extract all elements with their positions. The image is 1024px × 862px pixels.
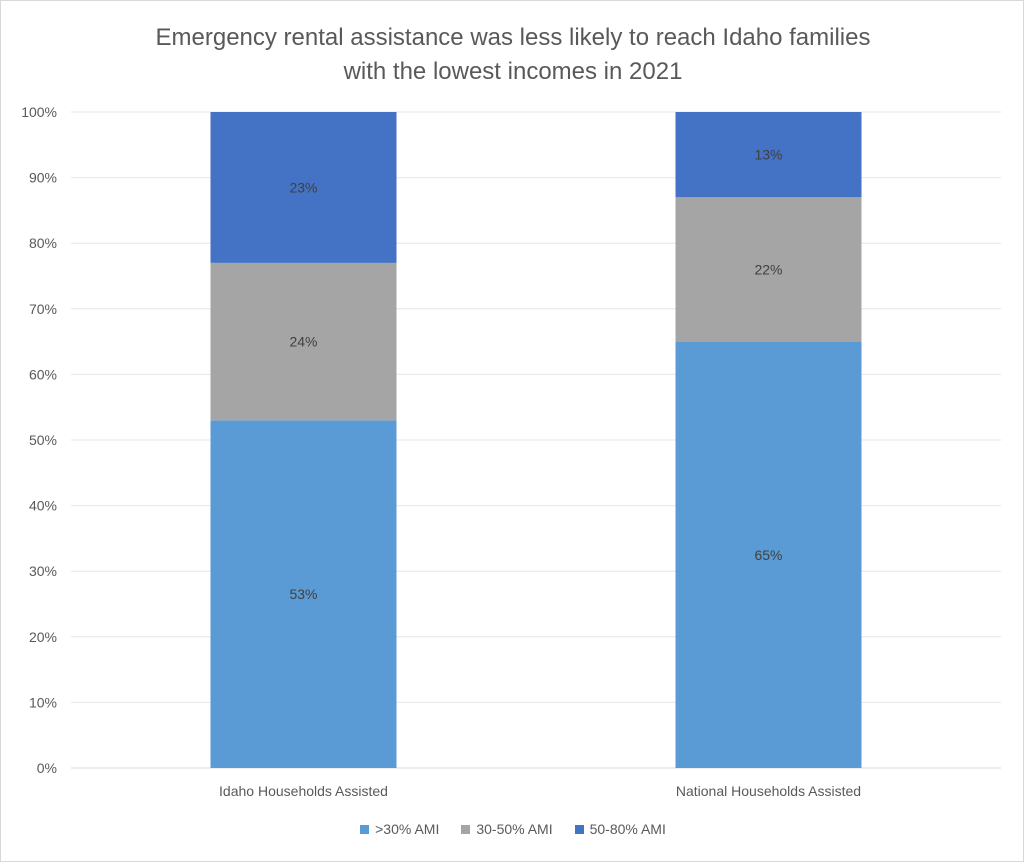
- y-tick-label: 50%: [29, 432, 57, 448]
- x-tick-label: Idaho Households Assisted: [219, 783, 388, 799]
- y-tick-label: 40%: [29, 498, 57, 514]
- data-label: 22%: [754, 261, 782, 277]
- bar-segment: [210, 262, 397, 421]
- y-tick-label: 60%: [29, 366, 57, 382]
- legend-label: 50-80% AMI: [589, 821, 666, 837]
- data-label: 24%: [289, 334, 317, 350]
- bar-segment: [675, 112, 862, 198]
- legend-swatch: [574, 824, 584, 834]
- y-tick-label: 90%: [29, 170, 57, 186]
- legend-item-30-50-ami: 30-50% AMI: [461, 821, 553, 837]
- legend-item-50-80-ami: 50-80% AMI: [574, 821, 666, 837]
- x-tick-label: National Households Assisted: [676, 783, 861, 799]
- legend-label: >30% AMI: [375, 821, 440, 837]
- bar-segment: [675, 341, 862, 768]
- bar-segment: [675, 197, 862, 342]
- y-tick-label: 10%: [29, 694, 57, 710]
- y-tick-label: 70%: [29, 301, 57, 317]
- legend: >30% AMI 30-50% AMI 50-80% AMI: [1, 821, 1024, 837]
- y-tick-label: 30%: [29, 563, 57, 579]
- y-tick-label: 80%: [29, 235, 57, 251]
- legend-label: 30-50% AMI: [476, 821, 553, 837]
- data-label: 65%: [754, 547, 782, 563]
- bar-segment: [210, 112, 397, 263]
- y-tick-label: 100%: [21, 104, 57, 120]
- bar-segment: [210, 420, 397, 768]
- chart-title-line-1: Emergency rental assistance was less lik…: [155, 24, 871, 51]
- y-tick-label: 0%: [37, 760, 57, 776]
- y-tick-label: 20%: [29, 629, 57, 645]
- data-label: 13%: [754, 147, 782, 163]
- data-label: 23%: [289, 179, 317, 195]
- legend-item-gt30-ami: >30% AMI: [360, 821, 439, 837]
- legend-swatch: [461, 824, 471, 834]
- chart-title-line-2: with the lowest incomes in 2021: [343, 58, 683, 85]
- legend-swatch: [360, 824, 370, 834]
- data-label: 53%: [289, 586, 317, 602]
- chart-title: Emergency rental assistance was less lik…: [1, 21, 1024, 89]
